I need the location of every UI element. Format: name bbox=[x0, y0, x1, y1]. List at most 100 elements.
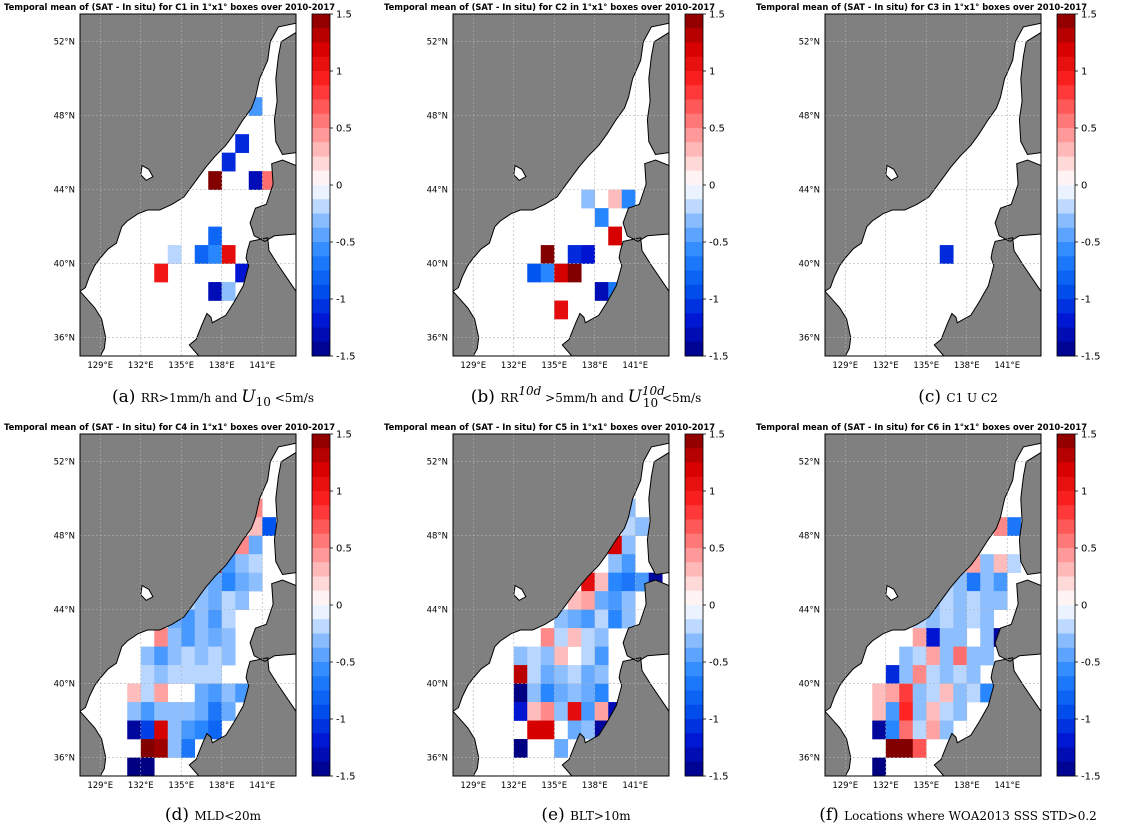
heatmap-cell bbox=[885, 683, 900, 703]
lat-tick-label: 40°N bbox=[799, 260, 820, 270]
panel-caption: (d) MLD<20m bbox=[165, 805, 262, 825]
heatmap-cell bbox=[926, 683, 941, 703]
heatmap-cell bbox=[208, 646, 223, 666]
heatmap-cell bbox=[527, 683, 542, 703]
colorbar-segment bbox=[1057, 85, 1075, 100]
heatmap-cell bbox=[939, 245, 954, 264]
lat-tick-label: 52°N bbox=[427, 458, 448, 468]
heatmap-cell bbox=[581, 702, 596, 721]
lon-tick-label: 138°E bbox=[582, 781, 608, 791]
heatmap-cell bbox=[140, 702, 155, 721]
lat-tick-label: 36°N bbox=[427, 754, 448, 764]
colorbar-tick-label: -1.5 bbox=[709, 352, 729, 363]
heatmap-cell bbox=[221, 245, 236, 264]
colorbar-segment bbox=[312, 14, 330, 29]
heatmap-cell bbox=[912, 720, 927, 740]
lat-tick-label: 44°N bbox=[54, 186, 75, 196]
heatmap-cell bbox=[939, 646, 954, 666]
heatmap-cell bbox=[167, 245, 182, 264]
heatmap-cell bbox=[513, 702, 528, 721]
colorbar-segment bbox=[685, 156, 703, 172]
colorbar-segment bbox=[685, 519, 703, 535]
heatmap-cell bbox=[939, 628, 954, 647]
lon-tick-label: 132°E bbox=[501, 781, 527, 791]
heatmap-cell bbox=[980, 591, 995, 610]
heatmap-cell bbox=[154, 665, 169, 684]
colorbar-segment bbox=[685, 576, 703, 592]
colorbar-segment bbox=[312, 548, 330, 563]
heatmap-cell bbox=[912, 646, 927, 666]
heatmap-cell bbox=[208, 702, 223, 721]
heatmap-cell bbox=[608, 189, 623, 209]
colorbar-segment bbox=[1057, 142, 1075, 157]
colorbar-segment bbox=[312, 71, 330, 86]
colorbar-segment bbox=[685, 533, 703, 549]
heatmap-cell bbox=[980, 628, 995, 647]
heatmap-cell bbox=[608, 609, 623, 629]
colorbar-segment bbox=[685, 242, 703, 257]
colorbar-segment bbox=[1057, 327, 1075, 343]
colorbar-segment bbox=[1057, 170, 1075, 186]
colorbar-segment bbox=[1057, 42, 1075, 58]
heatmap-cell bbox=[194, 646, 209, 666]
heatmap-cell bbox=[540, 263, 555, 283]
colorbar-segment bbox=[1057, 199, 1075, 214]
colorbar-segment bbox=[1057, 227, 1075, 243]
heatmap-cell bbox=[885, 720, 900, 740]
heatmap-cell bbox=[235, 591, 250, 610]
heatmap-cell bbox=[594, 282, 609, 301]
heatmap-cell bbox=[235, 134, 250, 153]
colorbar-segment bbox=[312, 284, 330, 300]
colorbar-segment bbox=[1057, 704, 1075, 720]
colorbar-tick-label: 1.5 bbox=[1081, 10, 1097, 21]
heatmap-cell bbox=[621, 189, 636, 209]
heatmap-cell bbox=[154, 702, 169, 721]
colorbar-segment bbox=[312, 448, 330, 463]
heatmap-cell bbox=[154, 683, 169, 703]
colorbar-tick-label: 0.5 bbox=[336, 124, 352, 135]
land-korea bbox=[453, 290, 480, 356]
colorbar-segment bbox=[312, 199, 330, 214]
colorbar-segment bbox=[1057, 633, 1075, 649]
heatmap-cell bbox=[527, 646, 542, 666]
lat-tick-label: 52°N bbox=[799, 38, 820, 48]
heatmap-cell bbox=[953, 646, 968, 666]
colorbar-segment bbox=[312, 605, 330, 620]
heatmap-cell bbox=[194, 665, 209, 684]
colorbar-segment bbox=[312, 256, 330, 271]
heatmap-cell bbox=[939, 683, 954, 703]
colorbar-segment bbox=[1057, 434, 1075, 449]
colorbar-tick-label: 0 bbox=[1081, 601, 1087, 612]
heatmap-cell bbox=[140, 720, 155, 740]
heatmap-cell bbox=[140, 739, 155, 758]
colorbar-tick-label: 1.5 bbox=[336, 430, 352, 441]
land-sakhalin bbox=[273, 451, 296, 576]
lake-khanka bbox=[140, 164, 154, 182]
colorbar-segment bbox=[685, 761, 703, 777]
heatmap-cell bbox=[554, 702, 569, 721]
caption-label: (b) bbox=[471, 387, 501, 407]
colorbar-segment bbox=[1057, 548, 1075, 563]
colorbar-segment bbox=[685, 170, 703, 186]
caption-label: (a) bbox=[112, 387, 141, 407]
colorbar-segment bbox=[685, 14, 703, 29]
colorbar-tick-label: 1 bbox=[709, 487, 715, 498]
land-sakhalin bbox=[1018, 31, 1041, 156]
land-japan bbox=[933, 579, 1041, 776]
heatmap-cell bbox=[966, 591, 981, 610]
map-frame bbox=[79, 13, 297, 357]
heatmap-cell bbox=[581, 591, 596, 610]
heatmap-cell bbox=[966, 665, 981, 684]
colorbar-segment bbox=[1057, 676, 1075, 691]
heatmap-cell bbox=[567, 720, 582, 740]
lat-tick-label: 40°N bbox=[54, 260, 75, 270]
map-frame bbox=[452, 433, 670, 777]
colorbar-segment bbox=[1057, 719, 1075, 734]
heatmap-cell bbox=[567, 665, 582, 684]
colorbar-segment bbox=[685, 733, 703, 748]
heatmap-cell bbox=[248, 554, 263, 573]
colorbar-segment bbox=[312, 633, 330, 649]
heatmap-cell bbox=[939, 609, 954, 629]
heatmap-cell bbox=[581, 245, 596, 264]
heatmap-cell bbox=[966, 609, 981, 629]
